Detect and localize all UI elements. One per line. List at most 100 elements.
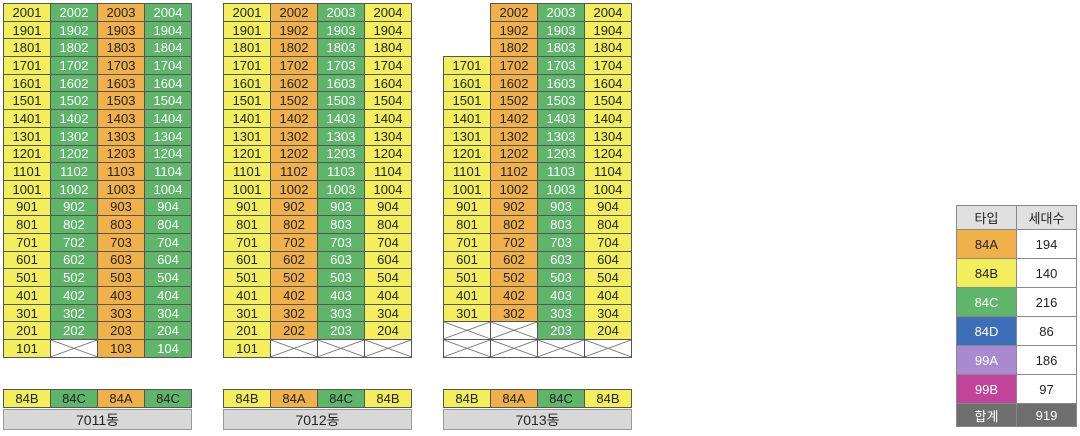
unit-cell: 1003 (97, 179, 145, 199)
unit-cell: 302 (50, 303, 98, 323)
unit-cell: 1002 (270, 179, 318, 199)
unit-cell: 1403 (537, 109, 585, 128)
unavailable-unit (443, 321, 491, 341)
unit-cell: 2003 (97, 3, 145, 22)
unit-cell: 1302 (50, 126, 98, 146)
unit-cell: 1101 (3, 162, 51, 181)
unit-cell: 904 (144, 197, 192, 217)
unit-cell: 301 (443, 303, 491, 323)
unit-cell: 1003 (537, 179, 585, 199)
unit-cell: 1701 (3, 56, 51, 75)
unit-cell: 1203 (537, 144, 585, 164)
unavailable-unit (490, 339, 538, 358)
unit-cell: 101 (3, 339, 51, 358)
line-type-label: 84C (317, 389, 365, 408)
legend-type-84b: 84B (956, 258, 1017, 288)
unit-cell: 1603 (317, 73, 365, 93)
empty-slot (443, 21, 491, 40)
unit-cell: 1302 (270, 126, 318, 146)
unit-cell: 1503 (537, 91, 585, 111)
unit-cell: 1401 (223, 109, 271, 128)
unit-cell: 1804 (584, 38, 632, 58)
unit-cell: 2003 (317, 3, 365, 22)
unit-cell: 203 (97, 321, 145, 341)
empty-slot (443, 38, 491, 57)
unit-cell: 702 (270, 232, 318, 252)
unit-cell: 1704 (584, 56, 632, 75)
unit-cell: 1901 (3, 20, 51, 40)
unit-cell: 1304 (364, 126, 412, 146)
line-type-label: 84C (50, 389, 98, 408)
unit-cell: 502 (270, 268, 318, 287)
unit-cell: 1301 (443, 126, 491, 146)
line-type-label: 84C (537, 389, 585, 408)
unit-cell: 1903 (317, 20, 365, 40)
unit-cell: 1703 (317, 56, 365, 75)
unit-cell: 601 (3, 250, 51, 270)
unit-cell: 901 (3, 197, 51, 217)
legend-total-count: 919 (1016, 403, 1077, 427)
unit-cell: 1702 (270, 56, 318, 75)
unit-cell: 1001 (443, 179, 491, 199)
unit-cell: 504 (364, 268, 412, 287)
unit-cell: 503 (537, 268, 585, 287)
unit-cell: 701 (223, 232, 271, 252)
unit-cell: 1402 (270, 109, 318, 128)
unit-cell: 1504 (144, 91, 192, 111)
legend-count-84d: 86 (1016, 316, 1077, 346)
unit-cell: 603 (537, 250, 585, 270)
unit-cell: 1904 (364, 20, 412, 40)
unit-cell: 304 (584, 303, 632, 323)
unit-cell: 303 (97, 303, 145, 323)
unit-cell: 903 (317, 197, 365, 217)
unit-cell: 1802 (490, 38, 538, 58)
line-type-label: 84B (223, 389, 271, 408)
unit-cell: 1803 (537, 38, 585, 58)
legend-total-label: 합계 (956, 403, 1017, 427)
unit-cell: 1802 (270, 38, 318, 58)
unit-cell: 803 (537, 215, 585, 234)
building-7013-units: 2002 2003 2004 1902 1903 1904 1802 1803 1804 1701… (443, 3, 632, 358)
unit-cell: 703 (97, 232, 145, 252)
building-7012-type-row: 84B 84A 84C 84B (223, 389, 412, 408)
unit-cell: 501 (443, 268, 491, 287)
legend-type-99b: 99B (956, 374, 1017, 404)
unit-cell: 1704 (364, 56, 412, 75)
legend-count-99b: 97 (1016, 374, 1077, 404)
legend-count-84c: 216 (1016, 287, 1077, 317)
unit-cell: 101 (223, 339, 271, 358)
unit-cell: 201 (223, 321, 271, 341)
unit-cell: 1102 (50, 162, 98, 181)
legend-count-84b: 140 (1016, 258, 1077, 288)
unit-cell: 1004 (364, 179, 412, 199)
unit-cell: 404 (584, 286, 632, 305)
unit-cell: 202 (50, 321, 98, 341)
unit-cell: 1101 (443, 162, 491, 181)
unit-cell: 1703 (537, 56, 585, 75)
unit-cell: 1703 (97, 56, 145, 75)
unavailable-unit (50, 339, 98, 358)
unit-cell: 401 (443, 286, 491, 305)
unit-cell: 303 (537, 303, 585, 323)
unit-cell: 904 (364, 197, 412, 217)
unit-cell: 1103 (317, 162, 365, 181)
legend-type-84a: 84A (956, 229, 1017, 259)
unit-cell: 1702 (490, 56, 538, 75)
building-7012-units: 2001 2002 2003 2004 1901 1902 1903 1904 1801 1802… (223, 3, 412, 358)
unit-cell: 301 (3, 303, 51, 323)
unit-cell: 1903 (97, 20, 145, 40)
unit-cell: 1102 (270, 162, 318, 181)
unit-cell: 1204 (144, 144, 192, 164)
unit-cell: 1601 (223, 73, 271, 93)
unit-cell: 801 (223, 215, 271, 234)
unit-cell: 1204 (364, 144, 412, 164)
unit-cell: 1002 (490, 179, 538, 199)
unit-cell: 801 (3, 215, 51, 234)
unit-cell: 902 (490, 197, 538, 217)
unit-cell: 604 (364, 250, 412, 270)
unavailable-unit (537, 339, 585, 358)
unit-cell: 1201 (3, 144, 51, 164)
line-type-label: 84A (490, 389, 538, 408)
unit-cell: 2001 (3, 3, 51, 22)
unit-cell: 303 (317, 303, 365, 323)
